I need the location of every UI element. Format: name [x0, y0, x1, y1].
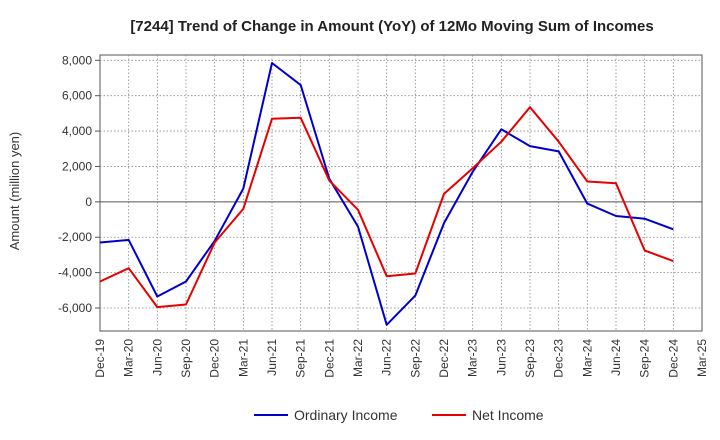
x-tick-label: Dec-22: [437, 339, 451, 378]
x-tick-label: Mar-22: [351, 339, 365, 377]
legend: Ordinary Income Net Income: [254, 407, 544, 423]
x-tick-label: Dec-20: [208, 339, 222, 378]
x-tick-label: Sep-24: [638, 339, 652, 378]
y-axis-label: Amount (million yen): [7, 132, 22, 251]
x-tick-label: Mar-24: [580, 339, 594, 377]
y-tick-label: 2,000: [62, 159, 92, 173]
y-tick-label: -6,000: [58, 301, 92, 315]
x-tick-label: Jun-24: [609, 339, 623, 376]
x-tick-label: Jun-23: [494, 339, 508, 376]
x-tick-label: Jun-20: [150, 339, 164, 376]
y-tick-label: -2,000: [58, 230, 92, 244]
series-layer: [99, 62, 674, 326]
y-tick-label: 4,000: [62, 124, 92, 138]
y-tick-label: 0: [85, 195, 92, 209]
y-tick-label: 6,000: [62, 89, 92, 103]
x-tick-label: Sep-22: [408, 339, 422, 378]
x-tick-label: Jun-21: [265, 339, 279, 376]
axis-layer: Dec-19 Mar-20 Jun-20 Sep-20 Dec-20 Mar-21 Jun-…: [58, 53, 709, 377]
x-tick-label: Dec-21: [322, 339, 336, 378]
y-tick-label: -4,000: [58, 266, 92, 280]
x-tick-label: Dec-24: [666, 339, 680, 378]
x-tick-label: Mar-21: [236, 339, 250, 377]
x-tick-label: Jun-22: [380, 339, 394, 376]
legend-item-net-income: Net Income: [432, 407, 544, 423]
x-tick-label: Mar-23: [466, 339, 480, 377]
series-line-net-income: [99, 106, 674, 309]
x-tick-label: Dec-19: [93, 339, 107, 378]
x-tick-label: Mar-25: [695, 339, 709, 377]
chart-title: [7244] Trend of Change in Amount (YoY) o…: [130, 18, 653, 35]
x-tick-label: Mar-20: [122, 339, 136, 377]
x-tick-label: Sep-23: [523, 339, 537, 378]
x-tick-label: Sep-20: [179, 339, 193, 378]
legend-label: Ordinary Income: [294, 407, 398, 423]
legend-item-ordinary-income: Ordinary Income: [254, 407, 398, 423]
x-tick-label: Dec-23: [552, 339, 566, 378]
plot-frame: [99, 54, 703, 332]
y-tick-label: 8,000: [62, 53, 92, 67]
x-tick-label: Sep-21: [294, 339, 308, 378]
series-line-ordinary-income: [99, 62, 674, 326]
grid-layer: [99, 54, 703, 332]
legend-label: Net Income: [472, 407, 544, 423]
